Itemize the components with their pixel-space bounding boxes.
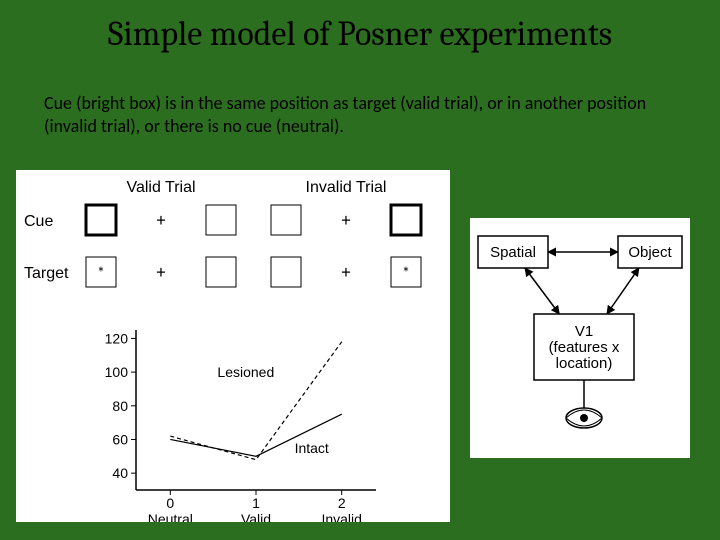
svg-text:100: 100 — [105, 364, 129, 380]
svg-text:+: + — [157, 261, 166, 283]
svg-text:80: 80 — [112, 398, 128, 414]
svg-text:Valid Trial: Valid Trial — [126, 179, 195, 196]
svg-text:1: 1 — [252, 495, 260, 511]
svg-text:2: 2 — [338, 495, 346, 511]
slide-title: Simple model of Posner experiments — [0, 14, 720, 54]
svg-text:Cue: Cue — [24, 213, 53, 230]
svg-text:(features x: (features x — [549, 339, 620, 356]
slide-description: Cue (bright box) is in the same position… — [44, 92, 676, 139]
svg-text:40: 40 — [112, 465, 128, 481]
svg-text:Spatial: Spatial — [490, 244, 536, 261]
svg-text:+: + — [342, 209, 351, 231]
svg-text:*: * — [402, 264, 410, 283]
svg-text:0: 0 — [166, 495, 174, 511]
trials-and-chart-panel: Valid Trial Invalid Trial Cue Target + * + + + * 4… — [16, 170, 450, 522]
svg-text:Intact: Intact — [295, 440, 329, 456]
svg-text:120: 120 — [105, 330, 129, 346]
svg-text:Invalid: Invalid — [321, 511, 361, 522]
svg-text:+: + — [342, 261, 351, 283]
svg-text:+: + — [157, 209, 166, 231]
svg-text:Valid: Valid — [241, 511, 271, 522]
trials-diagram: Valid Trial Invalid Trial Cue Target + * + + + * 4… — [16, 170, 450, 522]
svg-text:Lesioned: Lesioned — [217, 364, 274, 380]
svg-text:*: * — [97, 264, 105, 283]
svg-text:60: 60 — [112, 431, 128, 447]
svg-text:Object: Object — [628, 244, 672, 261]
svg-text:Neutral: Neutral — [148, 511, 193, 522]
svg-text:Invalid Trial: Invalid Trial — [306, 179, 387, 196]
svg-text:location): location) — [556, 355, 613, 372]
svg-text:Target: Target — [24, 265, 69, 282]
svg-text:V1: V1 — [575, 323, 593, 340]
model-panel: Spatial Object V1(features xlocation) — [470, 218, 690, 458]
model-diagram: Spatial Object V1(features xlocation) — [470, 218, 690, 458]
slide: Simple model of Posner experiments Cue (… — [0, 0, 720, 540]
